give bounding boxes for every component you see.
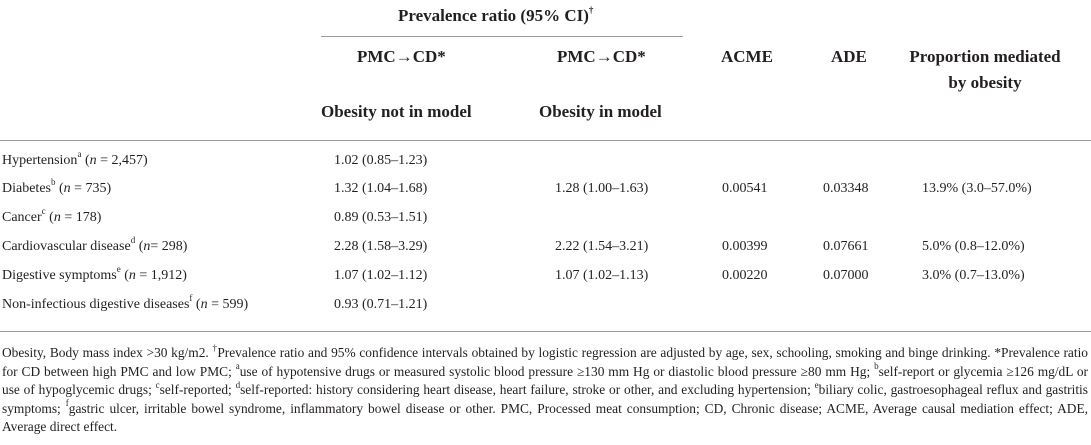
footnote-paragraph: Obesity, Body mass index >30 kg/m2. †Pre… [2, 342, 1089, 437]
table-footnote: Obesity, Body mass index >30 kg/m2. †Pre… [2, 342, 1089, 437]
cell-ade: 0.07661 [823, 239, 869, 254]
header-col-obesity-in: Obesity in model [539, 102, 662, 121]
cell-pr-obesity-not: 0.93 (0.71–1.21) [334, 297, 428, 312]
row-n-var: n [128, 268, 136, 283]
row-label-text: Diabetes [2, 181, 51, 196]
footnote-dagger-mark: † [212, 342, 218, 353]
header-col-proportion-line1: Proportion mediated [909, 47, 1061, 66]
row-label: Diabetesb (n = 735) [2, 177, 112, 196]
cell-pr-obesity-in: 1.07 (1.02–1.13) [555, 268, 649, 283]
row-label-text: Non-infectious digestive diseases [2, 297, 190, 312]
row-label: Digestive symptomse (n = 1,912) [2, 264, 187, 283]
header-col-proportion-line2: by obesity [948, 73, 1022, 92]
footnote-obesity-def: Obesity, Body mass index >30 kg/m2. [2, 345, 213, 360]
row-n-var: n [200, 297, 208, 312]
cell-pr-obesity-not: 2.28 (1.58–3.29) [334, 239, 428, 254]
row-n-value: = 298) [150, 239, 188, 254]
header-group-title: Prevalence ratio (95% CI)† [398, 6, 593, 26]
cell-acme: 0.00541 [722, 181, 768, 196]
row-n-value: = 599) [207, 297, 249, 312]
row-n-var: n [89, 153, 97, 168]
row-label-text: Cardiovascular disease [2, 239, 131, 254]
header-col-obesity-not: Obesity not in model [321, 102, 472, 121]
row-label: Cardiovascular diseased (n= 298) [2, 235, 188, 254]
header-col-pmc-cd-2: PMC→CD* [557, 47, 646, 66]
footnote-e-text: biliary colic, gastroesophageal reflux a… [2, 382, 1088, 416]
group-title-dagger: † [588, 5, 594, 16]
row-label-sup: a [77, 149, 82, 160]
footnote-a-mark: a [235, 361, 240, 372]
row-label-sup: f [189, 293, 193, 304]
cell-pr-obesity-not: 1.32 (1.04–1.68) [334, 181, 428, 196]
row-label-text: Digestive symptoms [2, 268, 117, 283]
cell-proportion: 13.9% (3.0–57.0%) [922, 181, 1032, 196]
footnote-b-mark: b [874, 361, 879, 372]
footnote-d-mark: d [235, 379, 241, 390]
row-label-text: Hypertension [2, 153, 78, 168]
row-label: Hypertensiona (n = 2,457) [2, 149, 148, 168]
row-label-sup: e [116, 264, 121, 275]
row-label-sup: d [130, 235, 136, 246]
row-n-var: n [63, 181, 71, 196]
footnote-dagger-text: Prevalence ratio and 95% confidence inte… [217, 345, 991, 360]
cell-ade: 0.07000 [823, 268, 869, 283]
footnote-f-mark: f [65, 398, 69, 409]
cell-pr-obesity-not: 1.02 (0.85–1.23) [334, 153, 428, 168]
group-title-text: Prevalence ratio (95% CI) [398, 6, 589, 25]
cell-acme: 0.00399 [722, 239, 768, 254]
row-n-var: n [53, 210, 61, 225]
cell-pr-obesity-in: 1.28 (1.00–1.63) [555, 181, 649, 196]
footnote-a-text: use of hypotensive drugs or measured sys… [239, 363, 875, 379]
header-bottom-rule [0, 140, 1091, 141]
row-n-value: = 2,457) [96, 153, 148, 168]
footnote-c-text: self-reported; [159, 382, 236, 398]
footnote-b-text: self-report or glycemia ≥126 mg/dL or us… [2, 363, 1088, 398]
row-n-var: n [143, 239, 151, 254]
header-col-ade: ADE [831, 47, 867, 66]
cell-acme: 0.00220 [722, 268, 768, 283]
cell-ade: 0.03348 [823, 181, 869, 196]
table-bottom-rule [0, 331, 1091, 332]
cell-pr-obesity-in: 2.22 (1.54–3.21) [555, 239, 649, 254]
footnote-f-text: gastric ulcer, irritable bowel syndrome,… [2, 400, 1088, 435]
header-col-proportion: Proportion mediated by obesity [880, 47, 1090, 93]
row-n-value: = 735) [70, 181, 112, 196]
row-label-text: Cancer [2, 210, 42, 225]
footnote-d-text: self-reported: history considering heart… [240, 382, 815, 398]
row-label-sup: b [50, 177, 56, 188]
row-n-value: = 178) [60, 210, 102, 225]
footnote-star-text: *Prevalence ratio for CD between high PM… [2, 345, 1089, 379]
cell-proportion: 3.0% (0.7–13.0%) [922, 268, 1025, 283]
cell-pr-obesity-not: 1.07 (1.02–1.12) [334, 268, 428, 283]
row-label: Non-infectious digestive diseasesf (n = … [2, 293, 249, 312]
header-col-acme: ACME [721, 47, 773, 66]
row-label: Cancerc (n = 178) [2, 206, 102, 225]
row-label-sup: c [41, 206, 46, 217]
cell-proportion: 5.0% (0.8–12.0%) [922, 239, 1025, 254]
footnote-e-mark: e [814, 379, 819, 390]
cell-pr-obesity-not: 0.89 (0.53–1.51) [334, 210, 428, 225]
header-col-pmc-cd-1: PMC→CD* [357, 47, 446, 66]
row-n-value: = 1,912) [135, 268, 187, 283]
header-group-rule [321, 36, 683, 37]
footnote-c-mark: c [155, 379, 160, 390]
